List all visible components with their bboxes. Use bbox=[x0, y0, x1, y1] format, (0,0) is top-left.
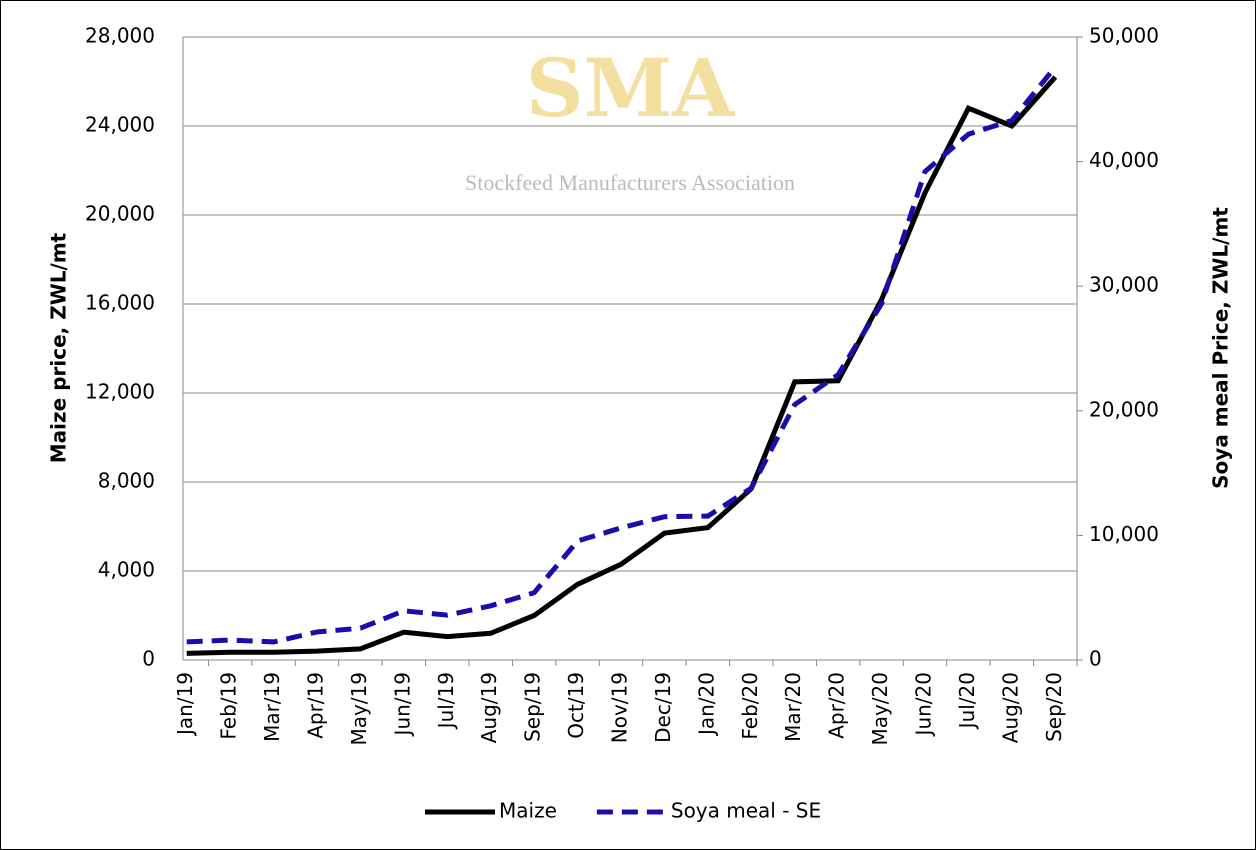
watermark-text: Stockfeed Manufacturers Association bbox=[465, 170, 795, 195]
legend-label: Maize bbox=[499, 799, 557, 823]
chart: SMA Stockfeed Manufacturers Association … bbox=[0, 0, 1256, 850]
x-tick-label: May/19 bbox=[347, 672, 371, 746]
y-tick-label: 28,000 bbox=[85, 24, 155, 48]
y2-tick-label: 10,000 bbox=[1089, 522, 1159, 546]
x-tick-label: Mar/20 bbox=[781, 672, 805, 742]
x-tick-label: May/20 bbox=[868, 672, 892, 746]
x-tick-label: Sep/20 bbox=[1042, 672, 1066, 742]
x-tick-label: Feb/20 bbox=[738, 672, 762, 740]
x-tick-label: Mar/19 bbox=[260, 672, 284, 742]
x-tick-label: Jul/20 bbox=[955, 672, 979, 730]
x-tick-label: Nov/19 bbox=[608, 672, 632, 743]
y-tick-label: 16,000 bbox=[85, 291, 155, 315]
y2-axis-label: Soya meal Price, ZWL/mt bbox=[1209, 207, 1233, 489]
x-tick-label: Jul/19 bbox=[434, 672, 458, 730]
x-tick-label: Apr/19 bbox=[304, 672, 328, 739]
y2-tick-label: 50,000 bbox=[1089, 24, 1159, 48]
x-tick-label: Jan/20 bbox=[694, 672, 718, 737]
y-tick-label: 12,000 bbox=[85, 380, 155, 404]
y-tick-label: 0 bbox=[142, 647, 155, 671]
y2-tick-label: 20,000 bbox=[1089, 397, 1159, 421]
y2-tick-label: 30,000 bbox=[1089, 273, 1159, 297]
y-tick-label: 8,000 bbox=[98, 469, 155, 493]
y2-tick-label: 0 bbox=[1089, 647, 1102, 671]
x-tick-label: Feb/19 bbox=[217, 672, 241, 740]
y-tick-label: 24,000 bbox=[85, 113, 155, 137]
x-tick-label: Aug/19 bbox=[477, 672, 501, 743]
x-tick-label: Sep/19 bbox=[521, 672, 545, 742]
x-tick-label: Jun/19 bbox=[390, 672, 414, 737]
x-tick-label: Apr/20 bbox=[825, 672, 849, 739]
y-axis-label: Maize price, ZWL/mt bbox=[47, 232, 71, 463]
x-tick-label: Aug/20 bbox=[998, 672, 1022, 743]
x-tick-label: Jun/20 bbox=[912, 672, 936, 737]
x-tick-label: Dec/19 bbox=[651, 672, 675, 743]
x-tick-label: Oct/19 bbox=[564, 672, 588, 739]
y2-tick-label: 40,000 bbox=[1089, 148, 1159, 172]
y-tick-label: 4,000 bbox=[98, 558, 155, 582]
legend-label: Soya meal - SE bbox=[671, 799, 821, 823]
x-tick-label: Jan/19 bbox=[173, 672, 197, 737]
watermark-logo: SMA bbox=[526, 41, 735, 135]
y-tick-label: 20,000 bbox=[85, 202, 155, 226]
